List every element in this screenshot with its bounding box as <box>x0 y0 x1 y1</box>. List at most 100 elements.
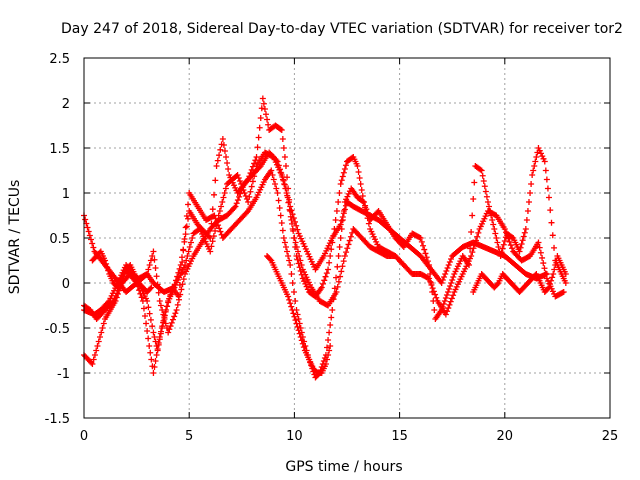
data-point <box>292 298 299 304</box>
data-point <box>183 213 190 219</box>
data-point <box>480 178 487 184</box>
data-point <box>288 271 295 277</box>
data-point <box>147 316 154 323</box>
data-point <box>137 290 144 297</box>
data-point <box>231 204 238 211</box>
data-point <box>357 181 364 187</box>
data-point <box>335 278 342 285</box>
plot-frame <box>83 57 611 419</box>
data-point <box>209 238 216 245</box>
data-point <box>504 232 511 239</box>
data-point <box>498 249 505 256</box>
data-point <box>326 347 333 354</box>
data-point <box>448 280 455 286</box>
data-point <box>296 330 303 337</box>
data-point <box>153 273 160 280</box>
data-point <box>212 177 219 184</box>
data-point <box>148 284 155 291</box>
data-point <box>212 227 219 234</box>
series-track-6 <box>89 248 155 295</box>
data-point <box>509 245 516 252</box>
data-point <box>223 154 230 160</box>
data-point <box>327 343 334 349</box>
data-point <box>299 340 306 347</box>
y-tick-label: 2 <box>62 97 70 112</box>
data-point <box>172 310 179 317</box>
series-track-4 <box>81 149 567 336</box>
data-point <box>155 289 162 296</box>
data-point <box>324 356 331 363</box>
data-point <box>365 220 372 227</box>
data-point <box>295 327 302 334</box>
data-point <box>447 298 454 305</box>
data-point <box>537 150 544 157</box>
data-point <box>184 215 191 222</box>
data-point <box>337 181 344 187</box>
data-point <box>505 235 512 242</box>
data-point <box>145 266 152 273</box>
data-point <box>535 145 542 151</box>
data-point <box>167 292 174 298</box>
data-point <box>345 190 352 197</box>
data-point <box>431 307 438 313</box>
data-point <box>297 257 304 264</box>
data-point <box>294 311 301 318</box>
data-point <box>150 370 157 376</box>
data-point <box>94 343 101 349</box>
data-point <box>281 181 288 188</box>
data-point <box>551 266 558 273</box>
x-tick-label: 15 <box>391 429 408 444</box>
data-point <box>159 307 166 313</box>
y-tick-label: -1.5 <box>45 412 70 427</box>
data-point <box>294 256 301 263</box>
data-point <box>243 209 250 216</box>
data-point <box>486 203 493 210</box>
data-point <box>146 343 153 349</box>
data-point <box>95 338 102 345</box>
data-point <box>140 305 147 312</box>
data-point <box>149 253 156 259</box>
data-point <box>102 257 109 264</box>
data-point <box>109 299 116 306</box>
data-point <box>236 178 243 184</box>
data-point <box>169 316 176 323</box>
data-point <box>280 177 287 184</box>
data-point <box>90 356 97 363</box>
data-point <box>325 352 332 358</box>
data-point <box>99 325 106 331</box>
data-point <box>427 271 434 277</box>
data-point <box>284 192 291 199</box>
data-point <box>301 278 308 285</box>
data-point <box>166 295 173 302</box>
data-point <box>494 281 501 288</box>
data-point <box>442 311 449 318</box>
data-point <box>298 262 305 268</box>
data-point <box>479 172 486 179</box>
data-point <box>150 329 157 336</box>
data-point <box>274 190 281 196</box>
data-point <box>275 197 282 204</box>
data-point <box>545 194 552 201</box>
data-point <box>158 328 165 335</box>
data-point <box>541 265 548 272</box>
data-point <box>424 258 431 265</box>
data-point <box>89 240 96 247</box>
y-tick-label: -0.5 <box>45 322 70 337</box>
data-point <box>249 178 256 185</box>
grid <box>84 58 610 418</box>
data-point <box>144 328 151 334</box>
data-point <box>544 285 551 292</box>
data-point <box>450 292 457 299</box>
data-point <box>337 273 344 280</box>
data-point <box>426 275 433 282</box>
data-point <box>182 224 189 231</box>
data-point <box>154 281 161 288</box>
data-point <box>338 226 345 232</box>
data-point <box>341 199 348 205</box>
data-point <box>294 323 301 330</box>
data-point <box>333 289 340 295</box>
data-point <box>293 244 300 250</box>
data-point <box>422 250 429 257</box>
data-point <box>439 277 446 283</box>
data-point <box>520 233 527 240</box>
